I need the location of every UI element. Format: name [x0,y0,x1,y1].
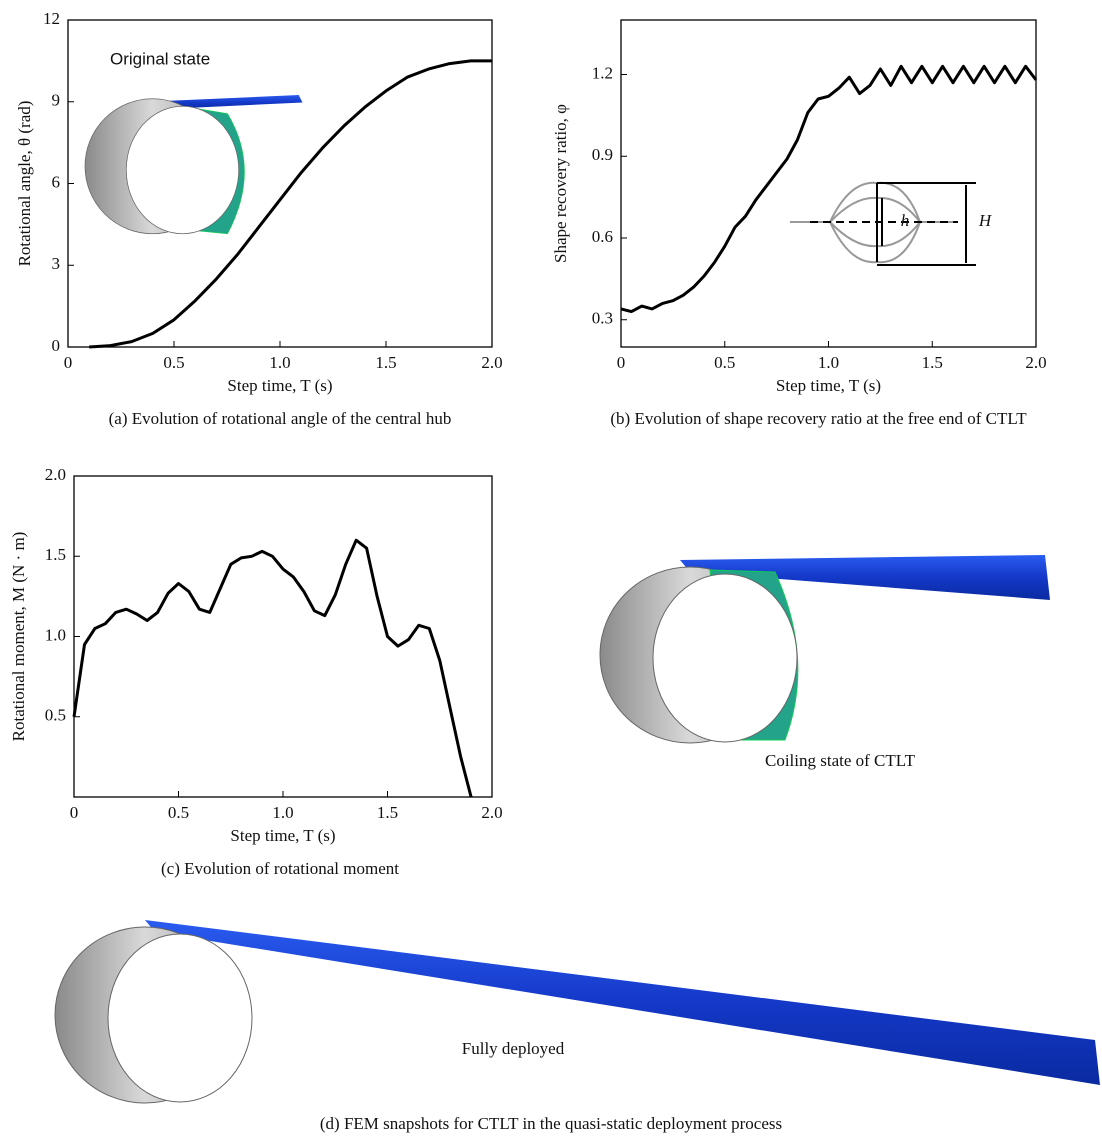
y-tick-label: 1.0 [45,625,66,644]
y-tick-label: 9 [52,91,61,110]
x-tick-label: 1.0 [269,353,290,372]
x-tick-label: 2.0 [1025,353,1046,372]
x-tick-label: 1.5 [922,353,943,372]
y-axis-label: Rotational angle, θ (rad) [15,101,34,267]
x-tick-label: 0.5 [168,803,189,822]
y-tick-label: 3 [52,254,61,273]
caption: (d) FEM snapshots for CTLT in the quasi-… [320,1114,782,1133]
y-tick-label: 1.5 [45,545,66,564]
plot-frame [74,476,492,797]
x-tick-label: 1.5 [377,803,398,822]
y-tick-label: 2.0 [45,465,66,484]
caption: (c) Evolution of rotational moment [161,859,399,878]
x-tick-label: 0 [64,353,73,372]
data-line [74,540,471,797]
y-tick-label: 0.5 [45,706,66,725]
annotation: H [978,211,993,230]
x-tick-label: 0 [70,803,79,822]
x-tick-label: 1.5 [375,353,396,372]
x-axis-label: Step time, T (s) [776,376,881,395]
annotation: h [901,211,910,230]
hub-deployed [55,920,1100,1103]
y-tick-label: 0 [52,336,61,355]
caption: (b) Evolution of shape recovery ratio at… [610,409,1027,428]
y-tick-label: 6 [52,172,61,191]
y-tick-label: 0.9 [592,145,613,164]
caption: (a) Evolution of rotational angle of the… [109,409,452,428]
x-tick-label: 0.5 [714,353,735,372]
hub-coiling [600,555,1050,743]
y-tick-label: 1.2 [592,63,613,82]
data-line [621,66,1036,311]
y-axis-label: Rotational moment, M (N · m) [9,532,28,742]
y-tick-label: 12 [43,9,60,28]
x-tick-label: 2.0 [481,353,502,372]
x-tick-label: 1.0 [818,353,839,372]
x-tick-label: 0 [617,353,626,372]
y-tick-label: 0.3 [592,309,613,328]
x-tick-label: 2.0 [481,803,502,822]
snapshot-label: Fully deployed [462,1039,565,1058]
annotation: Original state [110,49,210,68]
x-axis-label: Step time, T (s) [227,376,332,395]
y-tick-label: 0.6 [592,227,613,246]
snapshot-label: Coiling state of CTLT [765,751,916,770]
cross-section-inset [790,183,976,265]
figure: Coiling state of CTLT Fully deployed (d)… [0,0,1102,1137]
x-tick-label: 1.0 [272,803,293,822]
x-tick-label: 0.5 [163,353,184,372]
x-axis-label: Step time, T (s) [230,826,335,845]
y-axis-label: Shape recovery ratio, φ [551,104,570,263]
